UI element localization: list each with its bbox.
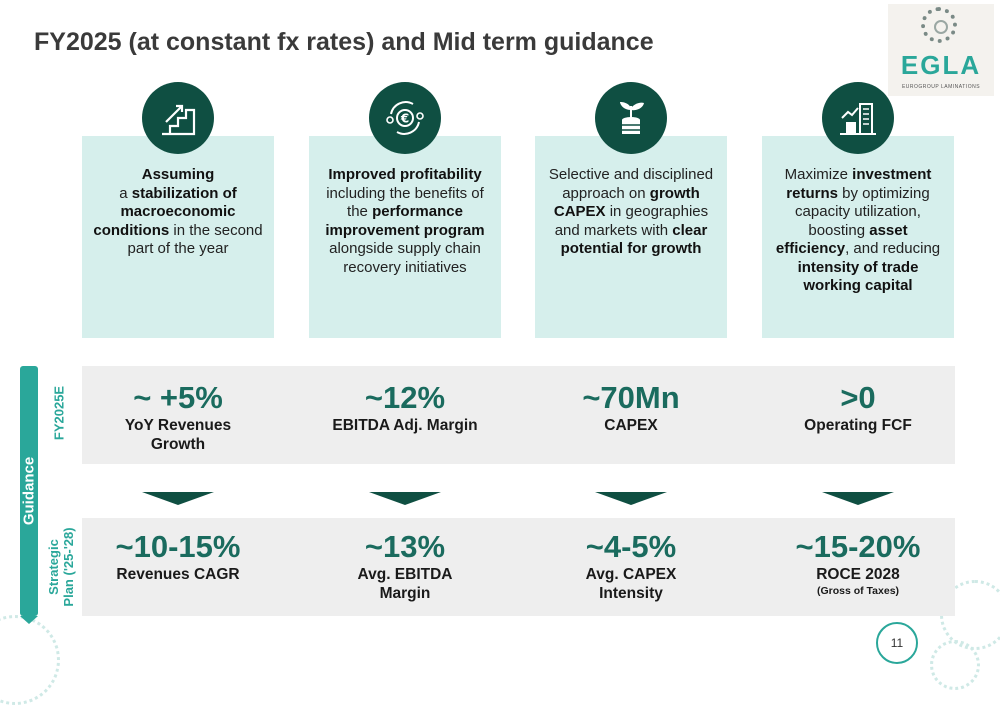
card-text-segment: stabilization of macroeconomic condition… <box>93 184 237 239</box>
plan-metric: ~4-5% Avg. CAPEX Intensity <box>531 529 731 603</box>
card-assumption: Assuming a stabilization of macroeconomic… <box>82 136 274 338</box>
card-profitability: Improved profitability including the ben… <box>309 136 501 338</box>
decorative-ring <box>930 640 980 690</box>
metric-label: EBITDA Adj. Margin <box>332 417 478 434</box>
card-text-segment: in the second part of the year <box>127 221 263 258</box>
staircase-growth-icon <box>142 82 214 154</box>
logo-word: EGLA <box>900 50 982 80</box>
down-arrow-icon <box>595 492 667 505</box>
card-text: Improved profitability including the ben… <box>319 166 491 277</box>
svg-text:€: € <box>400 112 409 126</box>
chart-building-icon <box>822 82 894 154</box>
metric-value: ~10-15% <box>115 529 241 564</box>
card-text-segment: clear potential for growth <box>560 221 708 258</box>
fy2025-metric: ~70Mn CAPEX <box>531 380 731 435</box>
metric-label: Operating FCF <box>804 417 912 434</box>
fy2025-band <box>82 366 955 464</box>
fy2025-metric: ~ +5% YoY Revenues Growth <box>78 380 278 454</box>
page-number: 11 <box>876 622 918 664</box>
card-text-segment: Maximize <box>784 166 853 183</box>
card-text-segment: Improved profitability <box>328 166 482 183</box>
page-title: FY2025 (at constant fx rates) and Mid te… <box>34 28 654 56</box>
card-text: Maximize investment returns by optimizin… <box>772 166 944 296</box>
metric-sublabel: (Gross of Taxes) <box>816 585 900 597</box>
metric-value: ~ +5% <box>133 380 223 415</box>
metric-label: CAPEX <box>604 417 658 434</box>
metric-label: Avg. EBITDA Margin <box>357 566 453 602</box>
down-arrow-icon <box>142 492 214 505</box>
metric-label: ROCE 2028 <box>816 566 900 583</box>
card-returns: Maximize investment returns by optimizin… <box>762 136 954 338</box>
card-text-segment: by optimizing capacity utilization, boos… <box>795 184 930 239</box>
metric-label: YoY Revenues Growth <box>124 417 232 453</box>
strategic-plan-line2: Plan ('25-'28) <box>61 527 76 607</box>
down-arrow-icon <box>369 492 441 505</box>
card-text-segment: including the benefits of the <box>326 184 484 221</box>
card-text-segment: growth CAPEX <box>553 184 700 221</box>
plant-coins-icon <box>595 82 667 154</box>
plan-metric: ~13% Avg. EBITDA Margin <box>305 529 505 603</box>
card-text-segment: investment returns <box>786 166 932 202</box>
metric-label: Revenues CAGR <box>116 566 240 583</box>
card-text-segment: Assuming <box>141 166 215 183</box>
metric-value: ~12% <box>364 380 446 415</box>
logo-ring-icon <box>921 7 957 43</box>
card-text-segment: , and reducing <box>845 240 941 257</box>
card-text-segment: Selective and disciplined approach on <box>548 166 714 202</box>
metric-value: >0 <box>840 380 876 415</box>
metric-value: ~70Mn <box>582 380 680 415</box>
fy2025-metric: >0 Operating FCF <box>758 380 958 435</box>
metric-value: ~4-5% <box>585 529 677 564</box>
fy2025e-label: FY2025E <box>51 385 67 441</box>
card-text-segment: a <box>119 184 132 202</box>
card-text-segment: in geographies and markets with <box>554 203 709 239</box>
decorative-ring <box>0 615 60 705</box>
euro-cycle-icon: € <box>369 82 441 154</box>
guidance-label: Guidance <box>20 456 38 526</box>
down-arrow-icon <box>822 492 894 505</box>
card-text-segment: asset efficiency <box>775 221 908 258</box>
metric-value: ~15-20% <box>795 529 921 564</box>
plan-metric: ~10-15% Revenues CAGR <box>78 529 278 584</box>
card-text-segment: performance improvement program <box>325 203 485 239</box>
logo-subtitle: EUROGROUP LAMINATIONS <box>901 84 981 90</box>
fy2025-metric: ~12% EBITDA Adj. Margin <box>305 380 505 435</box>
card-text-segment: alongside supply chain recovery initiati… <box>329 240 481 276</box>
metric-label: Avg. CAPEX Intensity <box>585 566 677 602</box>
guidance-bar <box>20 366 38 624</box>
strategic-plan-line1: Strategic <box>46 539 61 595</box>
card-text: Selective and disciplined approach on gr… <box>545 166 717 259</box>
card-capex: Selective and disciplined approach on gr… <box>535 136 727 338</box>
card-text: Assuming a stabilization of macroeconomic… <box>92 166 264 259</box>
egla-logo: EGLA EUROGROUP LAMINATIONS <box>888 4 994 96</box>
plan-metric: ~15-20% ROCE 2028 (Gross of Taxes) <box>758 529 958 598</box>
strategic-plan-label: Strategic Plan ('25-'28) <box>46 517 76 617</box>
metric-value: ~13% <box>364 529 446 564</box>
strategic-plan-band <box>82 518 955 616</box>
card-text-segment: intensity of trade working capital <box>797 258 919 295</box>
